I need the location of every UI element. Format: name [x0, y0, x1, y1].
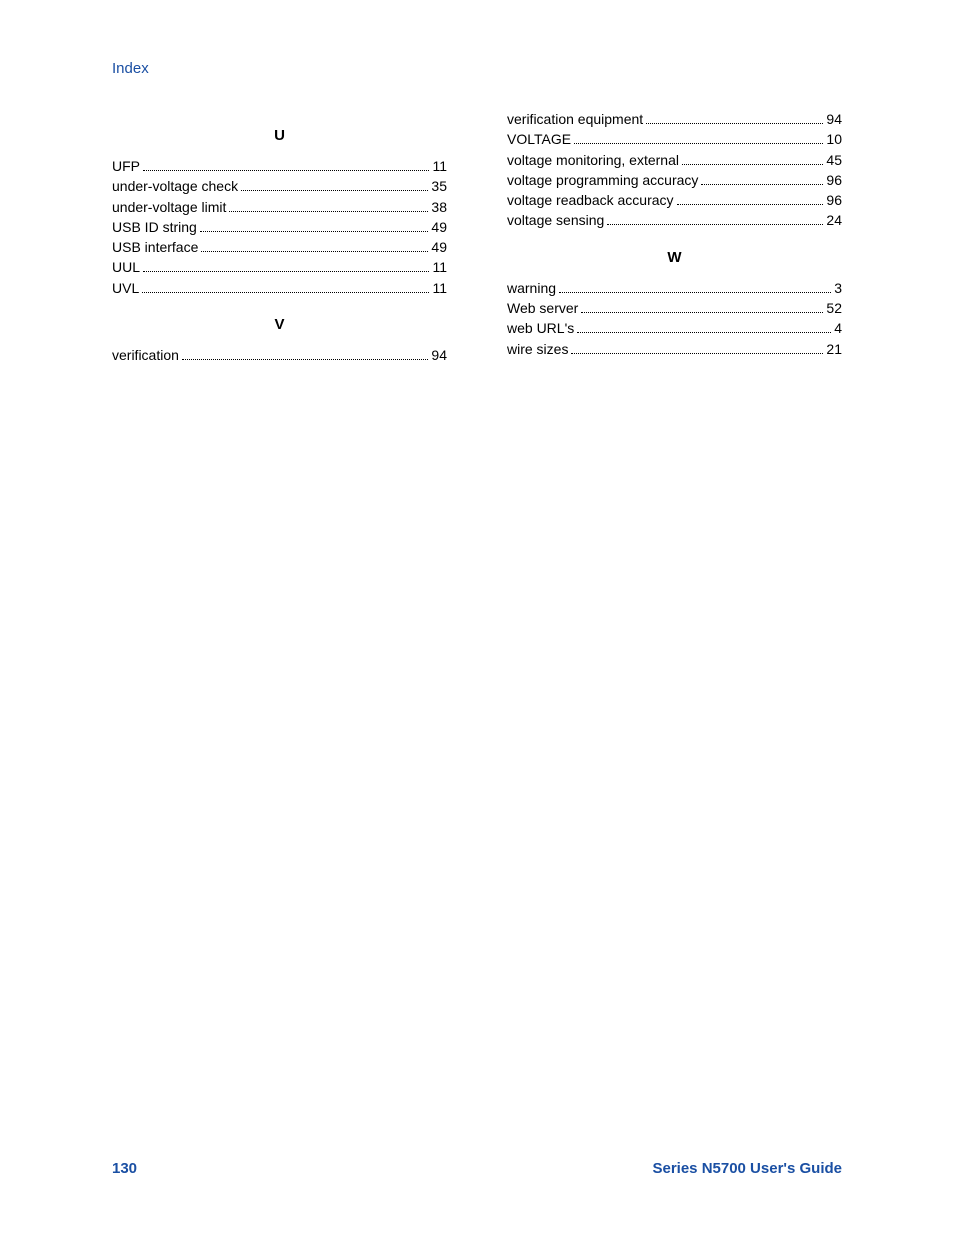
index-left-column: UUFP11under-voltage check35under-voltage…: [112, 109, 447, 365]
index-page-ref: 24: [826, 210, 842, 230]
index-entry: voltage monitoring, external 45: [507, 150, 842, 170]
index-right-column: verification equipment94VOLTAGE10voltage…: [507, 109, 842, 365]
index-entry: under-voltage limit 38: [112, 197, 447, 217]
index-entry: UUL 11: [112, 257, 447, 277]
index-page: Index UUFP11under-voltage check35under-v…: [0, 0, 954, 1235]
dot-leader: [646, 123, 823, 124]
dot-leader: [571, 353, 823, 354]
index-page-ref: 35: [431, 176, 447, 196]
index-page-ref: 10: [826, 129, 842, 149]
index-term: under-voltage check: [112, 176, 238, 196]
index-entry: under-voltage check 35: [112, 176, 447, 196]
dot-leader: [229, 211, 428, 212]
guide-title: Series N5700 User's Guide: [652, 1160, 842, 1177]
index-term: verification: [112, 345, 179, 365]
index-term: wire sizes: [507, 339, 568, 359]
index-term: voltage monitoring, external: [507, 150, 679, 170]
index-entry: USB interface 49: [112, 237, 447, 257]
index-term: UVL: [112, 278, 139, 298]
index-term: voltage programming accuracy: [507, 170, 698, 190]
index-page-ref: 52: [826, 298, 842, 318]
index-term: UFP: [112, 156, 140, 176]
dot-leader: [677, 204, 824, 205]
index-term: VOLTAGE: [507, 129, 571, 149]
index-entry: UFP 11: [112, 156, 447, 176]
dot-leader: [241, 190, 428, 191]
index-page-ref: 21: [826, 339, 842, 359]
index-term: web URL's: [507, 318, 574, 338]
dot-leader: [701, 184, 823, 185]
index-term: warning: [507, 278, 556, 298]
index-columns: UUFP11under-voltage check35under-voltage…: [112, 109, 842, 365]
index-page-ref: 11: [432, 257, 447, 277]
page-header-title: Index: [112, 60, 842, 77]
index-page-ref: 4: [834, 318, 842, 338]
index-term: voltage sensing: [507, 210, 604, 230]
index-entry: web URL's 4: [507, 318, 842, 338]
page-number: 130: [112, 1160, 137, 1177]
index-page-ref: 45: [826, 150, 842, 170]
index-entry: wire sizes 21: [507, 339, 842, 359]
index-term: USB interface: [112, 237, 198, 257]
dot-leader: [143, 271, 429, 272]
index-entry: voltage programming accuracy 96: [507, 170, 842, 190]
page-footer: 130 Series N5700 User's Guide: [112, 1160, 842, 1177]
index-entry: UVL 11: [112, 278, 447, 298]
index-entry: USB ID string 49: [112, 217, 447, 237]
dot-leader: [200, 231, 429, 232]
dot-leader: [581, 312, 823, 313]
index-entry: voltage readback accuracy 96: [507, 190, 842, 210]
index-page-ref: 94: [431, 345, 447, 365]
index-entry: Web server 52: [507, 298, 842, 318]
index-entry: VOLTAGE 10: [507, 129, 842, 149]
index-term: voltage readback accuracy: [507, 190, 674, 210]
index-entry: warning 3: [507, 278, 842, 298]
index-term: USB ID string: [112, 217, 197, 237]
dot-leader: [142, 292, 429, 293]
index-section-letter: W: [507, 249, 842, 266]
dot-leader: [607, 224, 823, 225]
index-entry: verification 94: [112, 345, 447, 365]
dot-leader: [201, 251, 428, 252]
index-page-ref: 94: [826, 109, 842, 129]
dot-leader: [559, 292, 831, 293]
index-page-ref: 49: [431, 237, 447, 257]
index-page-ref: 3: [834, 278, 842, 298]
dot-leader: [682, 164, 823, 165]
dot-leader: [182, 359, 429, 360]
index-page-ref: 38: [431, 197, 447, 217]
index-entry: voltage sensing 24: [507, 210, 842, 230]
dot-leader: [143, 170, 429, 171]
index-term: verification equipment: [507, 109, 643, 129]
index-page-ref: 96: [826, 190, 842, 210]
index-page-ref: 11: [432, 156, 447, 176]
dot-leader: [574, 143, 823, 144]
index-entry: verification equipment 94: [507, 109, 842, 129]
index-term: UUL: [112, 257, 140, 277]
index-page-ref: 11: [432, 278, 447, 298]
index-section-letter: U: [112, 127, 447, 144]
index-term: Web server: [507, 298, 578, 318]
index-page-ref: 96: [826, 170, 842, 190]
index-term: under-voltage limit: [112, 197, 226, 217]
index-page-ref: 49: [431, 217, 447, 237]
dot-leader: [577, 332, 831, 333]
index-section-letter: V: [112, 316, 447, 333]
